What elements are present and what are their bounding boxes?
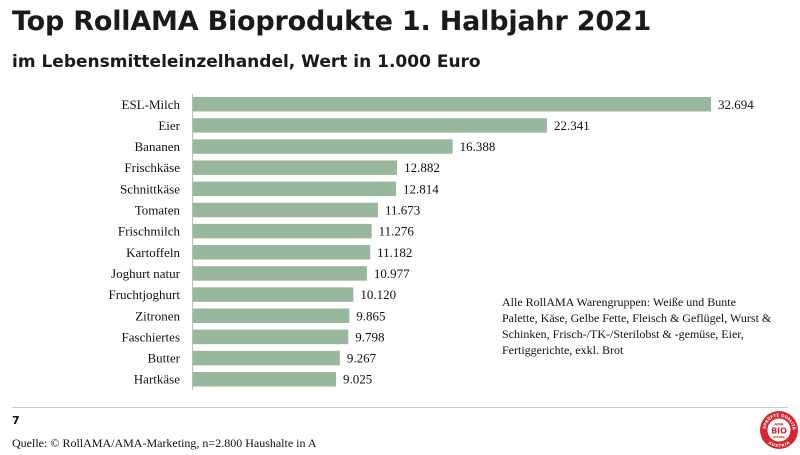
bar bbox=[193, 266, 367, 281]
source-text: Quelle: © RollAMA/AMA-Marketing, n=2.800… bbox=[12, 436, 317, 450]
value-label: 12.814 bbox=[403, 181, 439, 196]
category-label: Schnittkäse bbox=[120, 181, 180, 196]
bar bbox=[193, 350, 340, 366]
category-label: Hartkäse bbox=[134, 372, 180, 387]
bar bbox=[193, 223, 372, 239]
category-label: Bananen bbox=[135, 139, 181, 154]
category-label: Fruchtjoghurt bbox=[109, 287, 181, 302]
value-label: 11.276 bbox=[379, 224, 415, 239]
bar bbox=[193, 118, 547, 133]
value-label: 10.977 bbox=[374, 266, 410, 281]
value-label: 11.182 bbox=[377, 245, 412, 260]
svg-text:AUSTRIA: AUSTRIA bbox=[768, 439, 792, 448]
value-label: 32.694 bbox=[718, 97, 754, 112]
chart-note: Alle RollAMA Warengruppen: Weiße und Bun… bbox=[502, 295, 772, 357]
page-subtitle: im Lebensmitteleinzelhandel, Wert in 1.0… bbox=[12, 52, 481, 72]
category-label: ESL-Milch bbox=[122, 97, 181, 112]
category-label: Faschiertes bbox=[122, 329, 180, 344]
value-label: 9.798 bbox=[355, 329, 384, 344]
value-label: 16.388 bbox=[460, 139, 496, 154]
bar-chart: ESL-Milch 32.694 Eier 22.341 Bananen 16.388 Fr… bbox=[109, 94, 754, 391]
bar bbox=[193, 181, 397, 197]
logo-bottom-text: AUSTRIA bbox=[768, 439, 792, 448]
bar bbox=[193, 308, 350, 323]
value-label: 10.120 bbox=[360, 287, 396, 302]
bar bbox=[193, 139, 453, 154]
bar bbox=[193, 202, 378, 218]
value-label: 9.267 bbox=[347, 351, 377, 366]
category-label: Zitronen bbox=[135, 308, 180, 323]
bar bbox=[193, 245, 371, 260]
page-title: Top RollAMA Bioprodukte 1. Halbjahr 2021 bbox=[12, 6, 652, 37]
bar bbox=[193, 287, 354, 302]
category-label: Butter bbox=[148, 351, 181, 366]
category-label: Frischmilch bbox=[118, 224, 181, 239]
category-label: Frischkäse bbox=[124, 160, 180, 175]
page-number: 7 bbox=[12, 414, 20, 427]
bar bbox=[193, 97, 711, 112]
value-label: 22.341 bbox=[554, 118, 590, 133]
logo-bio: BIO bbox=[771, 427, 787, 436]
value-label: 11.673 bbox=[385, 203, 420, 218]
logo-siegel: SIEGEL bbox=[773, 435, 785, 439]
category-label: Joghurt natur bbox=[111, 266, 181, 281]
value-label: 9.865 bbox=[356, 308, 385, 323]
value-label: 9.025 bbox=[343, 372, 372, 387]
category-label: Tomaten bbox=[135, 203, 181, 218]
category-label: Eier bbox=[158, 118, 180, 133]
value-label: 12.882 bbox=[404, 160, 440, 175]
bar bbox=[193, 329, 349, 345]
ama-bio-seal-logo: GEPRÜFTE QUALITÄT AUSTRIA AMA BIO SIEGEL bbox=[759, 410, 798, 449]
footer-divider bbox=[12, 407, 788, 408]
category-label: Kartoffeln bbox=[126, 245, 180, 260]
logo-ama: AMA bbox=[774, 423, 783, 427]
bar bbox=[193, 371, 336, 387]
bar bbox=[193, 160, 398, 175]
